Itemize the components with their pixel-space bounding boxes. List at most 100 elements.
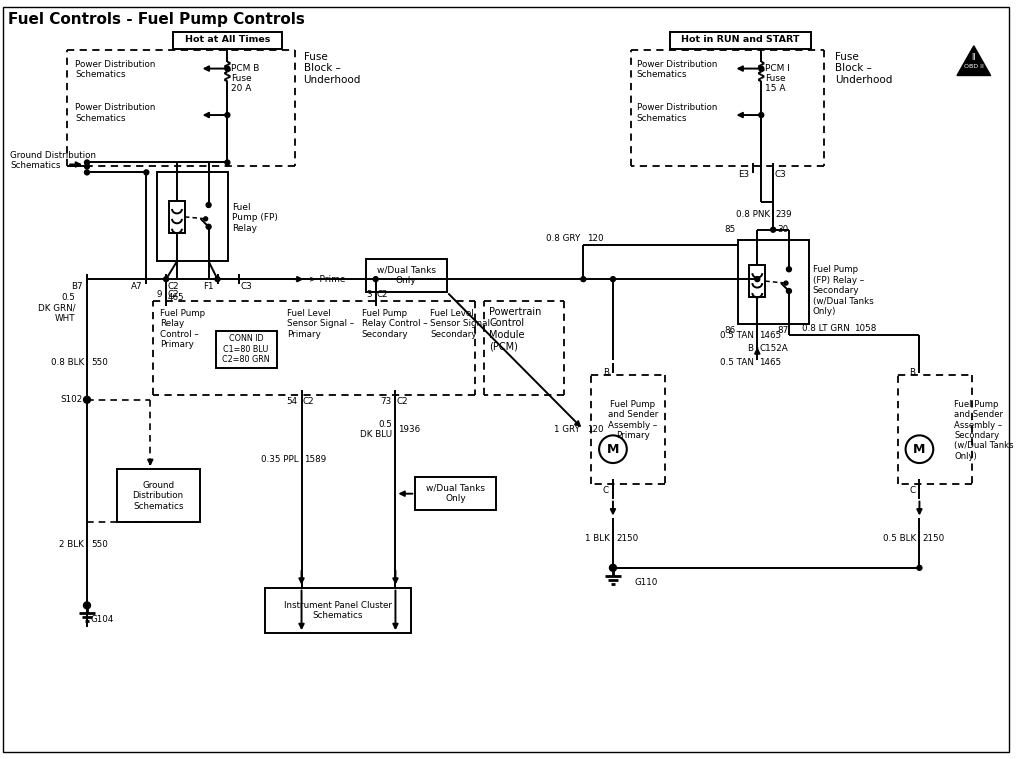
Text: 0.8 BLK: 0.8 BLK <box>51 357 84 367</box>
Text: Power Distribution
Schematics: Power Distribution Schematics <box>637 60 717 79</box>
Text: Fuel Pump
Relay Control –
Secondary: Fuel Pump Relay Control – Secondary <box>361 309 427 339</box>
Circle shape <box>610 277 615 282</box>
Circle shape <box>609 565 616 572</box>
Text: Fuel Pump
(FP) Relay –
Secondary
(w/Dual Tanks
Only): Fuel Pump (FP) Relay – Secondary (w/Dual… <box>813 266 873 316</box>
Text: C: C <box>603 486 609 495</box>
Text: 465: 465 <box>168 293 184 302</box>
Text: Fuel Pump
Relay
Control –
Primary: Fuel Pump Relay Control – Primary <box>160 309 205 349</box>
Text: M: M <box>913 442 926 455</box>
Text: Fuel
Pump (FP)
Relay: Fuel Pump (FP) Relay <box>232 203 279 233</box>
Text: A7: A7 <box>131 282 142 291</box>
Text: > Prime: > Prime <box>309 275 346 284</box>
Text: 85: 85 <box>724 225 735 234</box>
Bar <box>750 266 765 297</box>
Circle shape <box>85 160 89 165</box>
Text: C3: C3 <box>241 282 252 291</box>
Circle shape <box>373 277 378 282</box>
Text: 9: 9 <box>157 290 162 299</box>
Circle shape <box>771 227 775 232</box>
Text: E3: E3 <box>738 171 750 179</box>
Text: 87: 87 <box>777 326 788 335</box>
Text: 0.5
DK GRN/
WHT: 0.5 DK GRN/ WHT <box>38 293 75 323</box>
Text: 1 GRY: 1 GRY <box>554 425 581 434</box>
Polygon shape <box>957 46 990 75</box>
Bar <box>169 201 185 233</box>
Bar <box>215 331 276 368</box>
Text: 73: 73 <box>380 397 391 406</box>
Circle shape <box>143 170 148 175</box>
Circle shape <box>204 217 208 221</box>
Circle shape <box>610 565 615 571</box>
Circle shape <box>225 112 229 118</box>
Text: 2150: 2150 <box>615 534 638 543</box>
Text: G104: G104 <box>91 616 115 625</box>
Text: G110: G110 <box>635 578 658 587</box>
Text: PCM B
Fuse
20 A: PCM B Fuse 20 A <box>231 64 260 93</box>
Circle shape <box>206 224 211 229</box>
Text: 86: 86 <box>724 326 735 335</box>
Text: C152A: C152A <box>759 344 788 353</box>
Circle shape <box>215 277 220 282</box>
Text: OBD II: OBD II <box>964 64 984 69</box>
Circle shape <box>759 112 764 118</box>
Circle shape <box>755 277 760 282</box>
Text: Fuel Controls - Fuel Pump Controls: Fuel Controls - Fuel Pump Controls <box>8 12 305 27</box>
Text: Fuel Pump
and Sender
Assembly –
Primary: Fuel Pump and Sender Assembly – Primary <box>607 400 657 440</box>
Text: Instrument Panel Cluster
Schematics: Instrument Panel Cluster Schematics <box>284 600 392 620</box>
Circle shape <box>225 160 229 165</box>
Bar <box>173 32 282 49</box>
Text: C2: C2 <box>302 397 314 406</box>
Text: C2: C2 <box>167 282 179 291</box>
Text: 2150: 2150 <box>923 534 945 543</box>
Circle shape <box>786 267 792 272</box>
Text: 1465: 1465 <box>759 358 781 367</box>
Text: 0.5 TAN: 0.5 TAN <box>721 358 755 367</box>
Circle shape <box>85 170 89 175</box>
Text: CONN ID
C1=80 BLU
C2=80 GRN: CONN ID C1=80 BLU C2=80 GRN <box>222 335 270 364</box>
Text: 120: 120 <box>587 234 604 243</box>
Text: Ground
Distribution
Schematics: Ground Distribution Schematics <box>133 480 183 511</box>
Bar <box>117 469 200 522</box>
Text: Ground Distribution
Schematics: Ground Distribution Schematics <box>10 150 96 170</box>
Text: Fuel Level
Sensor Signal –
Primary: Fuel Level Sensor Signal – Primary <box>287 309 354 339</box>
Text: II: II <box>972 53 976 62</box>
Circle shape <box>84 602 90 609</box>
Text: 1465: 1465 <box>759 331 781 340</box>
Circle shape <box>164 277 169 282</box>
Bar <box>415 477 497 509</box>
Text: S102: S102 <box>60 395 83 405</box>
Bar <box>158 172 228 261</box>
Text: 0.5
DK BLU: 0.5 DK BLU <box>360 420 392 439</box>
Text: 1589: 1589 <box>304 455 327 464</box>
Bar <box>265 587 412 633</box>
Circle shape <box>206 203 211 207</box>
Circle shape <box>84 396 90 403</box>
Bar <box>671 32 811 49</box>
Circle shape <box>581 277 586 282</box>
Circle shape <box>225 66 229 71</box>
Text: 2 BLK: 2 BLK <box>59 540 84 549</box>
Text: 1058: 1058 <box>854 323 877 332</box>
Text: B: B <box>603 368 609 377</box>
Text: 0.5 TAN: 0.5 TAN <box>721 331 755 340</box>
Circle shape <box>916 565 922 570</box>
Text: 550: 550 <box>91 540 108 549</box>
Text: 0.8 PNK: 0.8 PNK <box>736 210 770 219</box>
Text: Power Distribution
Schematics: Power Distribution Schematics <box>75 103 156 122</box>
Text: Fuse
Block –
Underhood: Fuse Block – Underhood <box>303 52 360 85</box>
Text: w/Dual Tanks
Only: w/Dual Tanks Only <box>377 266 436 285</box>
Text: 30: 30 <box>777 225 788 234</box>
Text: Power Distribution
Schematics: Power Distribution Schematics <box>75 60 156 79</box>
Bar <box>737 240 809 323</box>
Text: 3: 3 <box>367 290 372 299</box>
Text: 1936: 1936 <box>398 425 421 434</box>
Text: C2: C2 <box>167 290 179 299</box>
Text: C2: C2 <box>377 290 388 299</box>
Circle shape <box>759 66 764 71</box>
Text: Power Distribution
Schematics: Power Distribution Schematics <box>637 103 717 122</box>
Text: 239: 239 <box>775 210 792 219</box>
Text: 0.8 LT GRN: 0.8 LT GRN <box>803 323 850 332</box>
Text: C2: C2 <box>396 397 409 406</box>
Text: 0.5 BLK: 0.5 BLK <box>884 534 916 543</box>
Text: 54: 54 <box>287 397 298 406</box>
